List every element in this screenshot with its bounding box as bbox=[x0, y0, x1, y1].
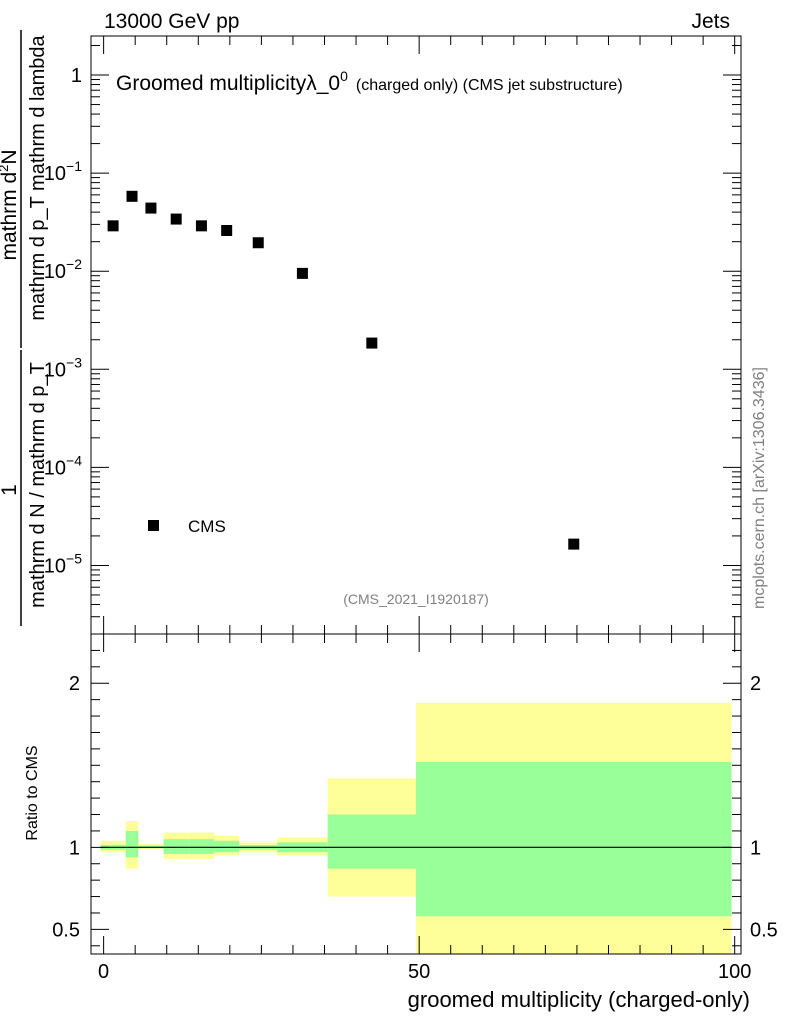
upper-panel-frame bbox=[90, 35, 742, 635]
ylabel-numerator-sup: 2 bbox=[0, 165, 11, 172]
upper-y-ticks: 1 10−1 10−2 10−3 10−4 10−5 bbox=[44, 45, 741, 635]
lower-panel-frame bbox=[90, 633, 742, 955]
upper-title-symbol: λ_0 bbox=[306, 72, 340, 95]
ylabel-numerator: mathrm d2N bbox=[0, 149, 21, 260]
xtick-label: 50 bbox=[408, 961, 430, 983]
data-point bbox=[195, 220, 207, 232]
lower-ytick-label-left: 1 bbox=[69, 837, 80, 859]
lower-ytick-label-right: 2 bbox=[750, 673, 761, 695]
x-ticks: 0 50 100 bbox=[98, 36, 751, 983]
data-point bbox=[221, 224, 233, 236]
upper-ytick-label: 10−1 bbox=[44, 158, 82, 185]
data-point bbox=[145, 202, 157, 214]
upper-ytick-label: 10−5 bbox=[44, 550, 82, 577]
side-label: mcplots.cern.ch [arXiv:1306.3436] bbox=[751, 367, 768, 609]
xtick-label: 100 bbox=[718, 961, 751, 983]
ratio-bands bbox=[100, 702, 732, 954]
ylabel-denominator: mathrm d p_T mathrm d lambda bbox=[27, 34, 49, 320]
data-point bbox=[107, 220, 119, 232]
lower-ytick-label-left: 0.5 bbox=[52, 919, 80, 941]
data-point bbox=[170, 213, 182, 225]
lower-ytick-label-right: 1 bbox=[750, 837, 761, 859]
upper-ytick-label: 1 bbox=[71, 65, 82, 87]
data-point bbox=[568, 538, 580, 550]
data-point bbox=[296, 267, 308, 279]
ratio-band-stat bbox=[327, 814, 416, 869]
legend-label: CMS bbox=[188, 517, 226, 536]
upper-title-suffix: (charged only) (CMS jet substructure) bbox=[356, 77, 623, 94]
ratio-band-stat bbox=[163, 839, 189, 854]
lower-ytick-label-left: 2 bbox=[69, 673, 80, 695]
data-point bbox=[126, 190, 138, 202]
ratio-band-stat bbox=[214, 840, 240, 853]
xtick-label: 0 bbox=[98, 961, 109, 983]
ratio-y-label: Ratio to CMS bbox=[24, 745, 41, 840]
ratio-band-stat bbox=[188, 839, 215, 854]
ylabel-numerator-n: N bbox=[0, 149, 21, 164]
data-point bbox=[252, 237, 264, 249]
upper-title-sup: 0 bbox=[340, 68, 348, 84]
ylabel-prefactor-num: 1 bbox=[0, 484, 21, 496]
ylabel-numerator-d: mathrm d bbox=[0, 172, 21, 261]
upper-ytick-label: 10−3 bbox=[44, 354, 82, 381]
ratio-band-stat bbox=[416, 762, 732, 917]
data-point bbox=[366, 337, 378, 349]
legend-marker bbox=[148, 520, 159, 531]
lower-ytick-label-right: 0.5 bbox=[750, 919, 778, 941]
upper-y-label: 1 mathrm d N / mathrm d p_T mathrm d2N m… bbox=[0, 30, 49, 626]
ratio-band-stat bbox=[125, 830, 139, 858]
upper-ytick-label: 10−2 bbox=[44, 256, 82, 283]
ylabel-prefactor-den: mathrm d N / mathrm d p_T bbox=[27, 362, 49, 608]
upper-ytick-label: 10−4 bbox=[44, 452, 82, 479]
upper-title: Groomed multiplicityλ_00 (charged only) (… bbox=[116, 68, 623, 95]
upper-data-points bbox=[107, 190, 580, 550]
analysis-id: (CMS_2021_I1920187) bbox=[343, 591, 489, 607]
header-right: Jets bbox=[691, 10, 730, 33]
x-axis-label: groomed multiplicity (charged-only) bbox=[408, 987, 750, 1012]
lower-y-ticks: 0.5 0.5 1 1 2 2 bbox=[52, 649, 778, 947]
header-left: 13000 GeV pp bbox=[104, 10, 239, 33]
upper-title-main: Groomed multiplicity bbox=[116, 72, 307, 95]
